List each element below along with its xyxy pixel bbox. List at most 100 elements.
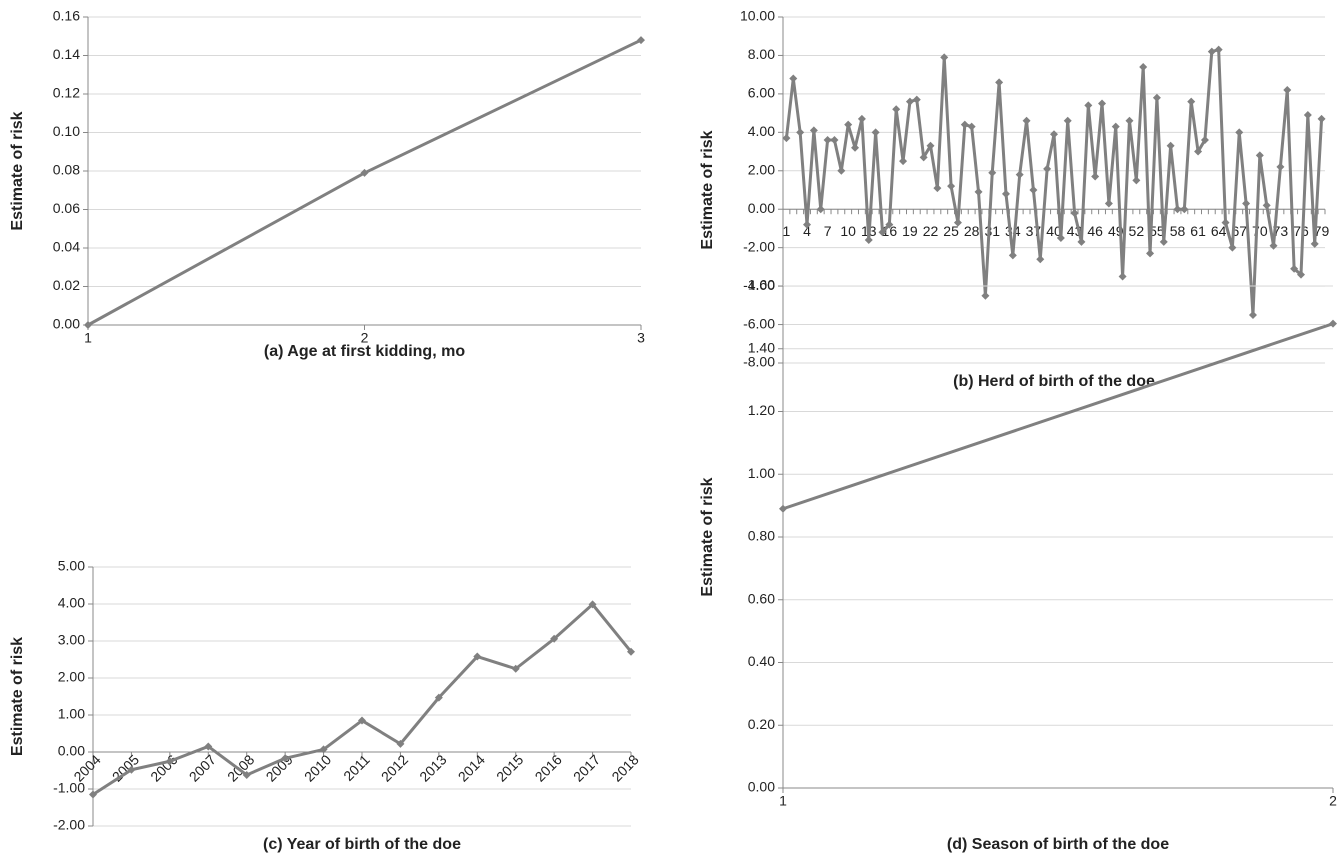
data-point: [1029, 186, 1038, 194]
x-tick-label: 28: [964, 223, 980, 239]
data-point: [851, 143, 860, 152]
data-point: [779, 504, 787, 513]
x-tick-label: 22: [923, 223, 939, 239]
data-point: [1015, 170, 1024, 179]
data-point: [960, 120, 969, 129]
y-tick-label: 5.00: [58, 558, 85, 574]
data-point: [1317, 114, 1326, 123]
data-point: [837, 166, 846, 175]
data-point: [1329, 319, 1337, 328]
x-axis-title: (b) Herd of birth of the doe: [953, 373, 1155, 390]
y-tick-label: 0.10: [53, 123, 80, 139]
data-point: [1187, 97, 1196, 106]
x-tick-label: 1: [783, 223, 791, 239]
x-tick-label: 1: [84, 330, 92, 346]
data-point: [912, 95, 921, 104]
data-point: [1255, 151, 1264, 160]
x-tick-label: 2015: [493, 751, 526, 784]
data-point: [940, 53, 949, 62]
data-point: [1070, 209, 1079, 218]
data-point: [84, 321, 92, 329]
y-tick-label: 1.00: [58, 706, 85, 722]
y-tick-label: 1.20: [748, 402, 775, 418]
data-point: [1001, 189, 1010, 198]
data-line: [782, 322, 1334, 511]
y-tick-label: 0.00: [748, 779, 775, 795]
y-tick-label: 0.80: [748, 528, 775, 544]
x-tick-label: 79: [1314, 223, 1330, 239]
data-point: [1173, 205, 1182, 214]
data-point: [892, 105, 901, 114]
data-point: [473, 652, 482, 661]
data-point: [1276, 162, 1285, 171]
x-axis-title: (d) Season of birth of the doe: [947, 836, 1169, 853]
data-point: [127, 765, 136, 774]
x-tick-label: 2011: [340, 751, 373, 784]
data-point: [1050, 130, 1058, 139]
data-point: [1214, 45, 1223, 54]
y-tick-label: 0.12: [53, 85, 80, 101]
data-point: [857, 114, 866, 123]
data-point: [885, 220, 894, 229]
data-point: [1152, 93, 1161, 102]
data-point: [803, 220, 812, 229]
x-tick-label: 40: [1046, 223, 1062, 239]
data-point: [1290, 264, 1299, 273]
data-point: [823, 136, 832, 145]
data-point: [242, 770, 251, 779]
x-tick-label: 61: [1190, 223, 1206, 239]
data-point: [165, 757, 174, 766]
data-point: [396, 739, 405, 748]
data-point: [1200, 136, 1209, 145]
data-point: [816, 205, 825, 214]
x-tick-label: 2018: [608, 751, 641, 784]
x-tick-label: 2008: [224, 751, 257, 784]
data-point: [1022, 116, 1031, 125]
data-point: [434, 693, 443, 702]
y-tick-label: 0.60: [748, 590, 775, 606]
data-point: [1296, 270, 1305, 279]
y-tick-label: -1.00: [53, 780, 85, 796]
chart: -8.00 -6.00 -4.00 -2.00 0.00 2.00 4.00 6.00 8.00…: [699, 8, 1329, 391]
y-axis-title: Estimate of risk: [9, 637, 26, 756]
data-point: [1248, 310, 1257, 319]
data-line: [784, 48, 1324, 317]
data-point: [1269, 241, 1278, 250]
y-tick-label: -6.00: [743, 315, 775, 331]
data-point: [1125, 116, 1134, 125]
x-tick-label: 64: [1211, 223, 1227, 239]
data-point: [1221, 218, 1230, 227]
data-point: [204, 742, 213, 751]
data-point: [1235, 128, 1244, 137]
y-axis-title: Estimate of risk: [9, 111, 26, 230]
x-tick-label: 2014: [455, 751, 488, 784]
y-tick-label: 1.00: [748, 465, 775, 481]
data-point: [1132, 176, 1141, 185]
data-point: [1146, 249, 1155, 258]
data-point: [1159, 237, 1168, 246]
y-tick-label: 0.02: [53, 277, 80, 293]
x-tick-label: 70: [1252, 223, 1268, 239]
data-point: [796, 128, 805, 137]
x-tick-label: 4: [803, 223, 811, 239]
data-point: [905, 97, 914, 106]
data-point: [1166, 141, 1175, 150]
y-tick-label: 0.16: [53, 8, 80, 24]
x-tick-label: 2016: [532, 751, 565, 784]
data-point: [809, 126, 818, 135]
data-point: [1283, 86, 1292, 95]
data-point: [981, 291, 990, 300]
data-point: [789, 74, 798, 83]
data-point: [627, 647, 635, 656]
y-tick-label: 2.00: [748, 161, 775, 177]
y-tick-label: 1.60: [748, 277, 775, 293]
x-tick-label: 2012: [378, 751, 411, 784]
data-point: [974, 187, 983, 196]
x-tick-label: 67: [1231, 223, 1247, 239]
data-point: [953, 218, 962, 227]
data-point: [1036, 255, 1045, 264]
y-tick-label: -4.00: [743, 277, 775, 293]
data-point: [782, 134, 791, 143]
